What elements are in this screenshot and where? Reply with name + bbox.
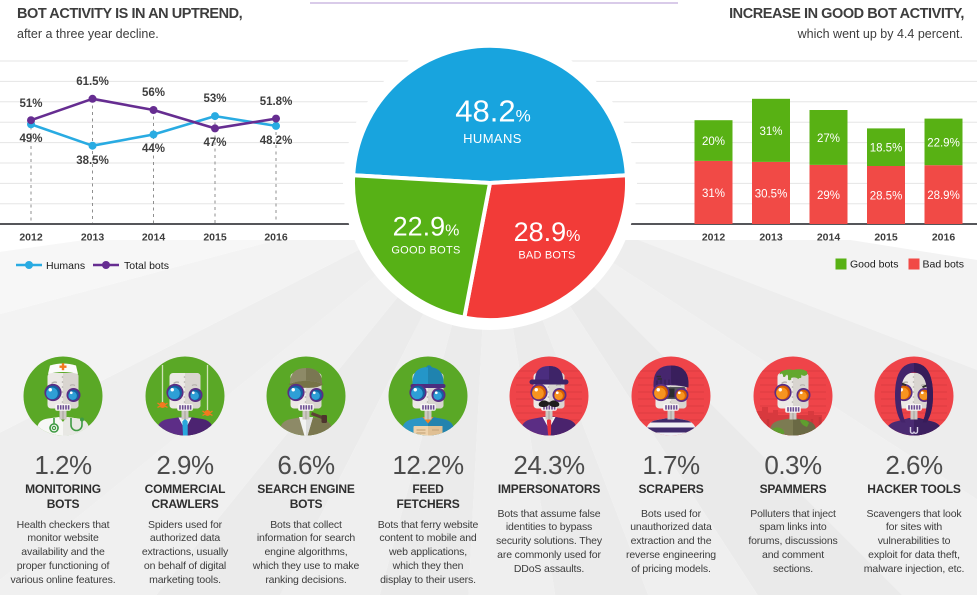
svg-text:22.9%: 22.9% — [393, 212, 460, 242]
svg-text:51%: 51% — [19, 98, 42, 110]
svg-text:2016: 2016 — [264, 232, 288, 244]
svg-text:2014: 2014 — [817, 232, 841, 244]
svg-text:47%: 47% — [203, 137, 226, 149]
svg-text:Bad bots: Bad bots — [923, 259, 964, 271]
svg-text:Good bots: Good bots — [850, 259, 898, 271]
svg-text:2012: 2012 — [702, 232, 726, 244]
svg-text:BAD BOTS: BAD BOTS — [518, 250, 575, 262]
svg-text:49%: 49% — [19, 133, 42, 145]
svg-text:48.2%: 48.2% — [455, 94, 530, 129]
svg-text:29%: 29% — [817, 190, 840, 202]
svg-text:HUMANS: HUMANS — [463, 131, 522, 146]
svg-text:20%: 20% — [702, 136, 725, 148]
svg-text:28.9%: 28.9% — [514, 217, 581, 247]
svg-text:18.5%: 18.5% — [870, 143, 903, 155]
svg-text:2016: 2016 — [932, 232, 956, 244]
svg-text:28.9%: 28.9% — [927, 190, 960, 202]
svg-text:51.8%: 51.8% — [260, 96, 293, 108]
svg-text:GOOD BOTS: GOOD BOTS — [391, 245, 460, 257]
svg-text:2015: 2015 — [874, 232, 898, 244]
svg-text:2012: 2012 — [19, 232, 43, 244]
svg-text:28.5%: 28.5% — [870, 191, 903, 203]
svg-text:2014: 2014 — [142, 232, 166, 244]
svg-text:44%: 44% — [142, 143, 165, 155]
svg-text:27%: 27% — [817, 133, 840, 145]
svg-text:61.5%: 61.5% — [76, 76, 109, 88]
svg-text:Total bots: Total bots — [124, 260, 169, 272]
svg-text:53%: 53% — [203, 93, 226, 105]
svg-text:31%: 31% — [759, 126, 782, 138]
svg-text:Humans: Humans — [46, 260, 85, 272]
svg-text:38.5%: 38.5% — [76, 155, 109, 167]
svg-text:30.5%: 30.5% — [755, 189, 788, 201]
svg-text:56%: 56% — [142, 87, 165, 99]
svg-text:2013: 2013 — [759, 232, 783, 244]
svg-text:31%: 31% — [702, 188, 725, 200]
svg-text:48.2%: 48.2% — [260, 135, 293, 147]
svg-text:2015: 2015 — [203, 232, 227, 244]
svg-text:22.9%: 22.9% — [927, 137, 960, 149]
svg-text:2013: 2013 — [81, 232, 105, 244]
